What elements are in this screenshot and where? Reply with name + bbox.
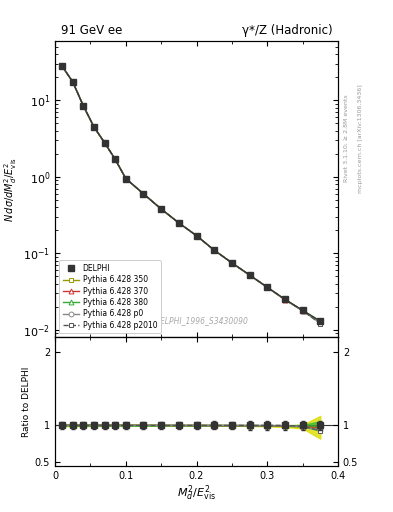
Y-axis label: $N\,d\sigma/dM_d^2/E^2_{\mathrm{vis}}$: $N\,d\sigma/dM_d^2/E^2_{\mathrm{vis}}$	[2, 157, 19, 222]
Text: Rivet 3.1.10; ≥ 2.8M events: Rivet 3.1.10; ≥ 2.8M events	[344, 94, 349, 182]
Text: DELPHI_1996_S3430090: DELPHI_1996_S3430090	[155, 316, 249, 325]
Text: 91 GeV ee: 91 GeV ee	[61, 24, 122, 36]
X-axis label: $M_d^2/E^2_{\mathrm{vis}}$: $M_d^2/E^2_{\mathrm{vis}}$	[177, 483, 216, 503]
Text: mcplots.cern.ch [arXiv:1306.3436]: mcplots.cern.ch [arXiv:1306.3436]	[358, 84, 363, 193]
Legend: DELPHI, Pythia 6.428 350, Pythia 6.428 370, Pythia 6.428 380, Pythia 6.428 p0, P: DELPHI, Pythia 6.428 350, Pythia 6.428 3…	[59, 260, 161, 333]
Y-axis label: Ratio to DELPHI: Ratio to DELPHI	[22, 367, 31, 437]
Text: γ*/Z (Hadronic): γ*/Z (Hadronic)	[242, 24, 332, 36]
